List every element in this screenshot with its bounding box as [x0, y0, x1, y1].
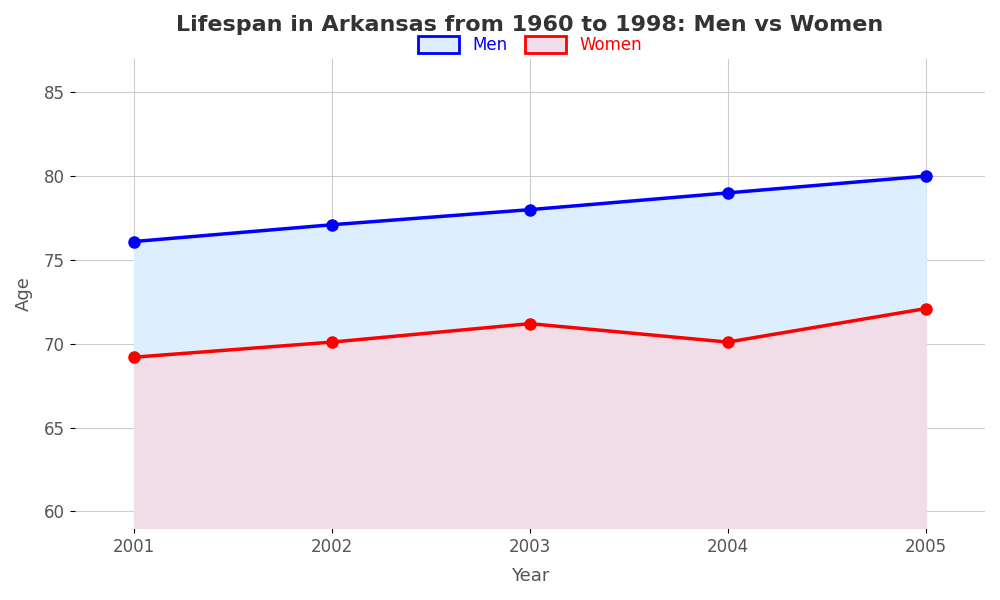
Title: Lifespan in Arkansas from 1960 to 1998: Men vs Women: Lifespan in Arkansas from 1960 to 1998: …	[176, 15, 884, 35]
Line: Men: Men	[129, 170, 931, 247]
Women	[128, 353, 140, 361]
Women	[920, 305, 932, 312]
Men	[920, 173, 932, 180]
Legend: Men, Women: Men, Women	[411, 29, 649, 61]
Men	[128, 238, 140, 245]
Women	[326, 338, 338, 346]
Women	[722, 338, 734, 346]
Y-axis label: Age: Age	[15, 276, 33, 311]
Men	[722, 189, 734, 196]
Women	[524, 320, 536, 327]
Men	[524, 206, 536, 213]
Line: Women: Women	[129, 303, 931, 363]
Men	[326, 221, 338, 229]
X-axis label: Year: Year	[511, 567, 549, 585]
